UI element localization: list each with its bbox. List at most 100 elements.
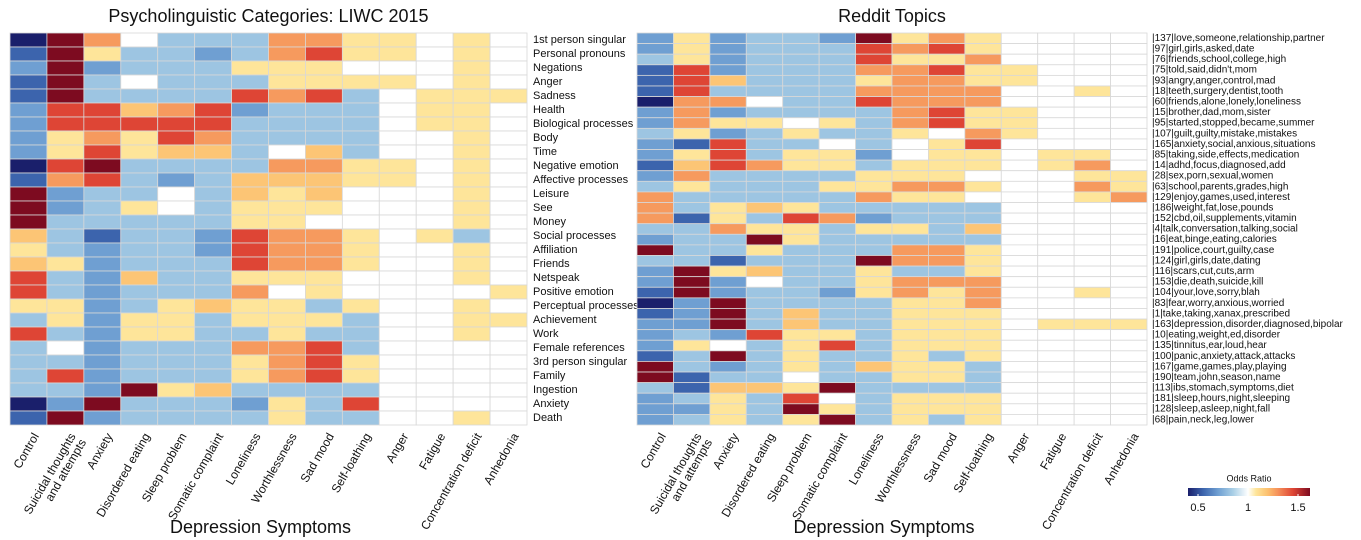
heatmap-cell (745, 318, 784, 331)
heatmap-cell (855, 127, 893, 140)
heatmap-cell (157, 200, 196, 216)
heatmap-cell (1000, 233, 1039, 246)
heatmap-cell (268, 382, 306, 398)
heatmap-cell (709, 159, 747, 172)
heatmap-cell (891, 350, 929, 362)
heatmap-cell (745, 361, 784, 373)
heatmap-cell (673, 276, 711, 288)
heatmap-cell (83, 200, 122, 216)
heatmap-cell (305, 102, 343, 118)
heatmap-cell (194, 228, 232, 244)
heatmap-cell (782, 159, 820, 172)
heatmap-cell (709, 138, 747, 150)
heatmap-cell (1037, 127, 1075, 140)
heatmap-cell (452, 88, 491, 104)
heatmap-cell (1000, 308, 1039, 320)
heatmap-cell (378, 298, 417, 314)
heatmap-cell (415, 284, 454, 300)
heatmap-cell (964, 392, 1002, 405)
row-label: Family (533, 370, 566, 382)
heatmap-cell (9, 130, 48, 146)
heatmap-cell (157, 144, 196, 160)
heatmap-cell (268, 186, 306, 202)
heatmap-cell (745, 85, 784, 97)
heatmap-cell (120, 326, 159, 342)
heatmap-cell (1037, 106, 1075, 119)
row-label: |15|brother,dad,mom,sister (1152, 107, 1271, 118)
heatmap-cell (1073, 265, 1111, 278)
heatmap-cell (1000, 255, 1039, 267)
heatmap-cell (378, 242, 417, 258)
heatmap-cell (818, 53, 856, 66)
heatmap-cell (1073, 329, 1111, 341)
heatmap-cell (636, 159, 674, 172)
heatmap-cell (341, 284, 380, 300)
heatmap-cell (636, 106, 674, 119)
heatmap-cell (964, 223, 1002, 235)
heatmap-cell (673, 64, 711, 76)
heatmap-cell (1073, 308, 1111, 320)
heatmap-cell (745, 212, 784, 225)
heatmap-cell (305, 200, 343, 216)
heatmap-cell (489, 130, 528, 146)
heatmap-cell (891, 159, 929, 172)
heatmap-cell (1037, 53, 1075, 66)
heatmap-cell (452, 46, 491, 62)
row-label: Sadness (533, 90, 576, 102)
heatmap-cell (231, 228, 269, 244)
heatmap-cell (46, 242, 85, 258)
heatmap-cell (378, 256, 417, 272)
heatmap-cell (83, 214, 122, 230)
heatmap-cell (305, 214, 343, 230)
chart-title: Reddit Topics (838, 6, 946, 26)
heatmap-cell (745, 43, 784, 55)
heatmap-cell (782, 212, 820, 225)
heatmap-cell (709, 180, 747, 193)
heatmap-cell (46, 130, 85, 146)
heatmap-cell (673, 149, 711, 161)
heatmap-cell (415, 60, 454, 76)
colorbar-tick-label: 0.5 (1190, 502, 1205, 514)
heatmap-cell (673, 159, 711, 172)
heatmap-cell (745, 170, 784, 182)
heatmap-cell (964, 180, 1002, 193)
heatmap-cell (709, 212, 747, 225)
heatmap-cell (1110, 180, 1148, 193)
heatmap-cell (745, 32, 784, 44)
heatmap-cell (341, 32, 380, 48)
heatmap-cell (83, 396, 122, 412)
heatmap-cell (855, 180, 893, 193)
heatmap-cell (194, 74, 232, 90)
heatmap-cell (231, 354, 269, 370)
heatmap-cell (964, 64, 1002, 76)
heatmap-cell (378, 88, 417, 104)
heatmap-cell (231, 284, 269, 300)
heatmap-cell (891, 74, 929, 87)
heatmap-cell (83, 88, 122, 104)
row-label: |163|depression,disorder,diagnosed,bipol… (1152, 319, 1344, 330)
heatmap-cell (231, 312, 269, 328)
heatmap-cell (1037, 180, 1075, 193)
colorbar-title: Odds Ratio (1226, 473, 1271, 483)
heatmap-cell (83, 284, 122, 300)
heatmap-cell (928, 318, 966, 331)
heatmap-cell (489, 284, 528, 300)
heatmap-cell (745, 350, 784, 362)
row-label: |167|game,games,play,playing (1152, 361, 1287, 372)
heatmap-cell (745, 64, 784, 76)
heatmap-cell (415, 116, 454, 132)
heatmap-cell (120, 88, 159, 104)
heatmap-cell (818, 265, 856, 278)
heatmap-cell (855, 371, 893, 384)
heatmap-cell (1110, 403, 1148, 415)
heatmap-cell (231, 116, 269, 132)
heatmap-cell (120, 368, 159, 384)
heatmap-cell (305, 186, 343, 202)
heatmap-cell (1037, 159, 1075, 172)
heatmap-cell (1037, 223, 1075, 235)
heatmap-cell (194, 270, 232, 286)
heatmap-cell (855, 117, 893, 129)
heatmap-cell (378, 382, 417, 398)
heatmap-cell (489, 368, 528, 384)
row-label: |97|girl,girls,asked,date (1152, 44, 1255, 55)
